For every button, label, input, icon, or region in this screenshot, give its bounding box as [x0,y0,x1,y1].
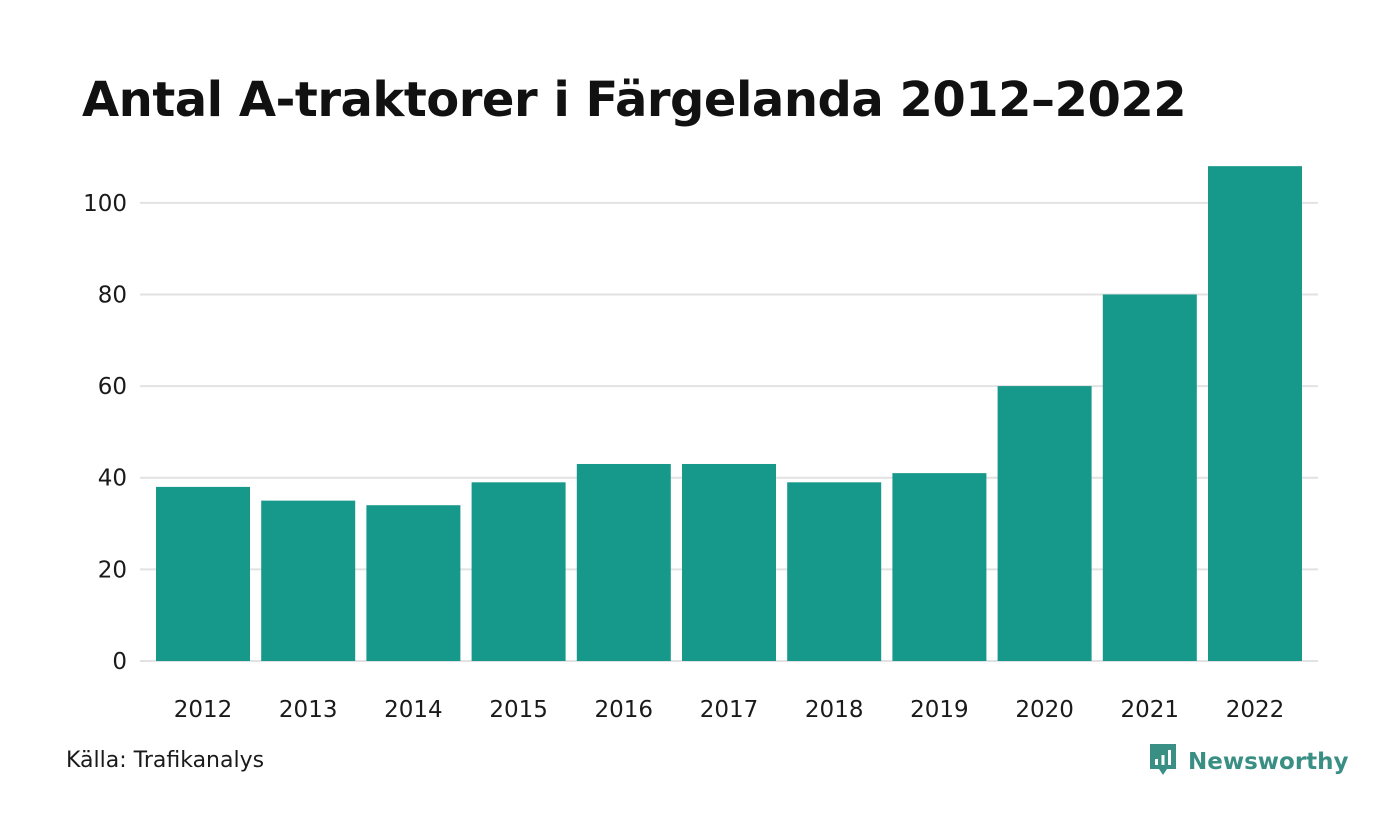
newsworthy-logo-icon [1148,742,1178,782]
y-tick-label: 100 [83,191,127,217]
bar-2022[interactable] [1208,166,1302,661]
x-tick-label: 2019 [910,697,969,723]
x-tick-label: 2016 [595,697,654,723]
y-tick-label: 0 [112,649,127,675]
brand-name: Newsworthy [1188,749,1349,775]
x-tick-label: 2013 [279,697,338,723]
x-tick-label: 2020 [1015,697,1074,723]
bar-2016[interactable] [576,463,671,661]
y-tick-label: 40 [98,466,127,492]
bar-2014[interactable] [366,505,461,661]
x-tick-label: 2022 [1226,697,1285,723]
x-tick-label: 2012 [174,697,233,723]
x-tick-label: 2015 [489,697,548,723]
bar-2021[interactable] [1102,294,1197,661]
y-tick-label: 20 [98,557,127,583]
x-tick-label: 2014 [384,697,443,723]
source-note: Källa: Trafikanalys [66,748,265,773]
x-tick-label: 2017 [700,697,759,723]
y-axis-ticks: 0 20 40 60 80 100 [83,191,127,675]
bar-2018[interactable] [787,482,882,661]
chart-title: Antal A-traktorer i Färgelanda 2012–2022 [82,72,1187,128]
bar-2017[interactable] [682,463,776,661]
bar-2020[interactable] [997,386,1092,661]
bar-2019[interactable] [892,473,987,661]
y-tick-label: 80 [98,282,127,308]
x-tick-label: 2021 [1121,697,1180,723]
x-axis-ticks: 2012 2013 2014 2015 2016 2017 2018 2019 2020 2021… [174,697,1285,723]
bars [156,166,1302,661]
x-tick-label: 2018 [805,697,864,723]
bar-2015[interactable] [471,482,566,661]
brand-logo[interactable]: Newsworthy [1148,744,1349,780]
bar-2013[interactable] [261,500,356,661]
y-tick-label: 60 [98,374,127,400]
bar-2012[interactable] [156,486,250,661]
